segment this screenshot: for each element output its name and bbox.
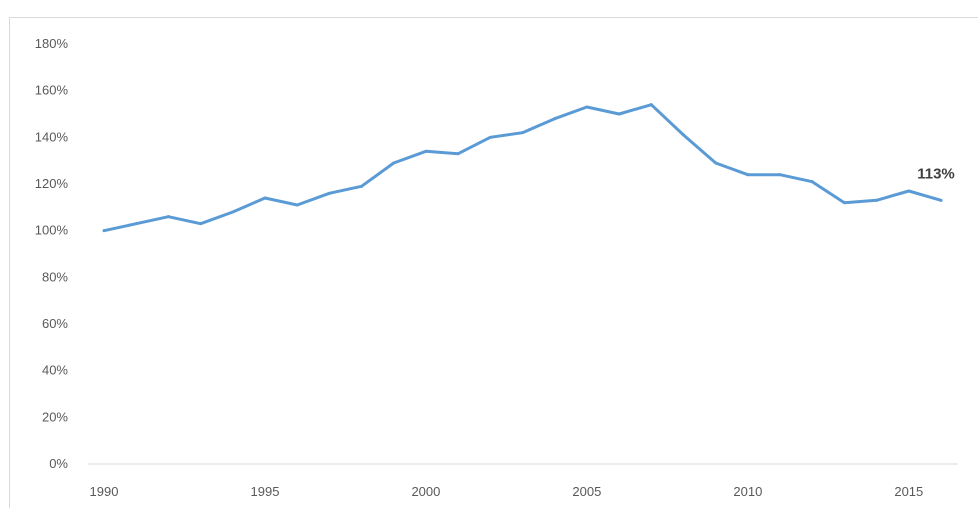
data-point [617, 112, 621, 116]
data-point [231, 210, 235, 214]
y-tick-label: 60% [42, 316, 68, 331]
data-point [327, 191, 331, 195]
data-point [263, 196, 267, 200]
y-tick-label: 0% [49, 456, 68, 471]
y-tick-label: 100% [35, 223, 69, 238]
data-point [360, 184, 364, 188]
data-point [875, 198, 879, 202]
data-point [714, 161, 718, 165]
data-point [746, 173, 750, 177]
x-tick-label: 2000 [411, 484, 440, 499]
y-tick-label: 160% [35, 83, 69, 98]
data-point [488, 135, 492, 139]
x-axis-tick-labels: 1990 1995 2000 2005 2010 2015 [90, 484, 924, 499]
y-tick-label: 40% [42, 363, 68, 378]
x-tick-label: 1995 [251, 484, 280, 499]
y-tick-label: 20% [42, 409, 68, 424]
data-label-last-point: 113% [917, 165, 955, 182]
data-point [585, 105, 589, 109]
data-point [521, 131, 524, 135]
data-point [939, 198, 943, 202]
data-point [553, 117, 557, 121]
data-point [649, 103, 653, 107]
y-tick-label: 80% [42, 269, 68, 284]
series-points [102, 103, 943, 233]
data-point [778, 173, 782, 177]
x-tick-label: 1990 [90, 484, 119, 499]
data-point [907, 189, 911, 193]
chart-frame [9, 17, 978, 508]
x-tick-label: 2010 [733, 484, 762, 499]
data-point [456, 152, 460, 156]
y-tick-label: 120% [35, 176, 69, 191]
series-line [102, 103, 943, 233]
data-point [681, 133, 685, 137]
y-tick-label: 140% [35, 129, 69, 144]
data-point [166, 215, 170, 219]
data-point [424, 149, 428, 153]
data-point [134, 222, 138, 226]
data-point [842, 201, 846, 205]
data-point [199, 222, 203, 226]
data-point [810, 180, 814, 184]
data-point [102, 229, 106, 233]
y-tick-label: 180% [35, 36, 69, 51]
x-tick-label: 2015 [894, 484, 923, 499]
data-point [392, 161, 396, 165]
x-tick-label: 2005 [572, 484, 601, 499]
data-point [295, 203, 299, 207]
y-axis-tick-labels: 0% 20% 40% 60% 80% 100% 120% 140% 160% 180% [35, 36, 69, 471]
